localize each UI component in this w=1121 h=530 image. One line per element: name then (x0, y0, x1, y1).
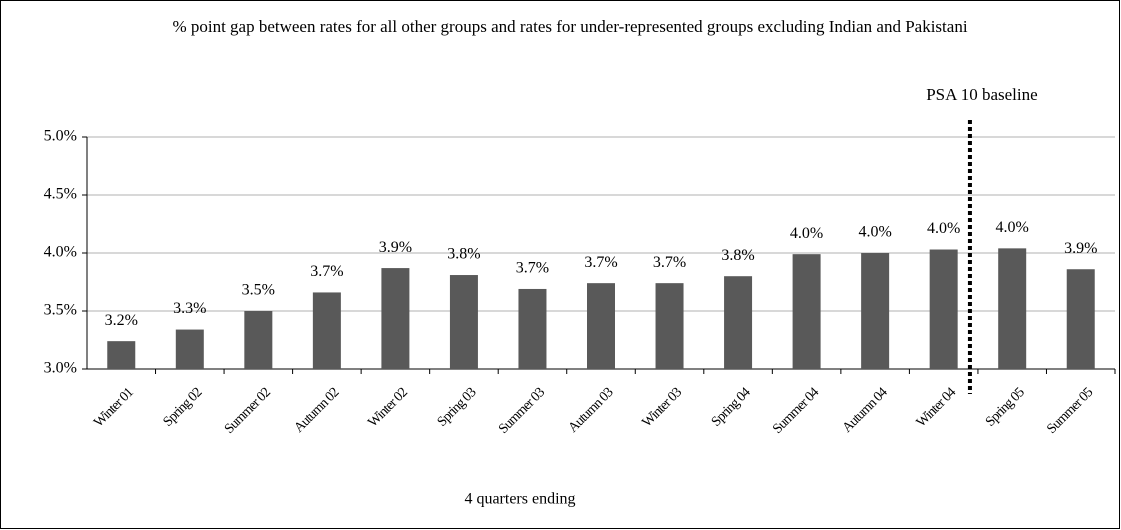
annotation: PSA 10 baseline (926, 85, 1037, 104)
bar (381, 268, 410, 369)
y-tick-label: 3.0% (44, 360, 77, 377)
bar (998, 248, 1027, 369)
bar (175, 329, 204, 369)
bar (518, 288, 547, 369)
y-tick-label: 3.5% (44, 302, 77, 319)
value-label: 3.2% (105, 312, 138, 329)
value-label: 3.9% (379, 239, 412, 256)
x-tick-label: Winter 02 (366, 385, 412, 431)
bar (107, 341, 136, 369)
x-tick-label: Spring 05 (983, 385, 1028, 430)
y-tick-label: 4.5% (44, 186, 77, 203)
x-tick-label: Autumn 02 (292, 385, 343, 436)
x-tick-label: Spring 04 (709, 385, 754, 430)
x-axis-title: 4 quarters ending (464, 491, 575, 508)
x-tick-label: Summer 03 (496, 385, 548, 437)
value-label: 4.0% (927, 220, 960, 237)
y-tick-label: 4.0% (44, 244, 77, 261)
value-label: 3.7% (310, 263, 343, 280)
value-label: 3.9% (1064, 240, 1097, 257)
chart-title: % point gap between rates for all other … (172, 17, 968, 36)
x-tick-label: Spring 02 (161, 385, 206, 430)
bar (861, 253, 890, 369)
x-tick-label: Autumn 04 (840, 385, 891, 436)
x-tick-label: Summer 04 (770, 385, 822, 437)
value-label: 3.8% (721, 247, 754, 264)
value-label: 4.0% (996, 219, 1029, 236)
x-tick-label: Winter 01 (91, 385, 137, 431)
bar (724, 276, 753, 369)
x-tick-label: Winter 04 (914, 385, 960, 431)
bar (929, 249, 958, 369)
x-tick-label: Spring 03 (435, 385, 480, 430)
bar (792, 254, 821, 369)
value-label: 3.8% (447, 246, 480, 263)
x-tick-label: Summer 05 (1044, 385, 1096, 437)
bar (1066, 269, 1095, 369)
bar (449, 275, 478, 369)
value-label: 3.7% (653, 254, 686, 271)
y-tick-label: 5.0% (44, 128, 77, 145)
value-label: 3.7% (584, 254, 617, 271)
value-label: 3.5% (242, 282, 275, 299)
bar (587, 283, 615, 369)
value-label: 4.0% (790, 225, 823, 242)
x-tick-label: Autumn 03 (566, 385, 617, 436)
x-tick-label: Summer 02 (222, 385, 274, 437)
bar (312, 292, 341, 369)
x-tick-label: Winter 03 (640, 385, 686, 431)
value-label: 3.3% (173, 300, 206, 317)
value-label: 4.0% (858, 224, 891, 241)
value-label: 3.7% (516, 260, 549, 277)
bar (244, 311, 273, 369)
bar (655, 283, 684, 369)
